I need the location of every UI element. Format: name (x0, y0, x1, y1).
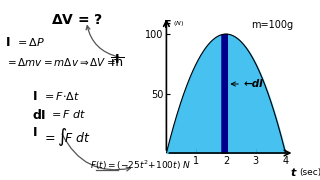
Text: F: F (164, 20, 172, 30)
Text: $\overline{\rm m}$: $\overline{\rm m}$ (110, 57, 124, 70)
Text: $_{(N)}$: $_{(N)}$ (173, 20, 184, 30)
FancyArrowPatch shape (86, 26, 119, 57)
Text: $\bf{I}$: $\bf{I}$ (32, 126, 37, 139)
Text: t: t (290, 168, 296, 178)
Text: $\bf{dI}$: $\bf{dI}$ (32, 108, 46, 122)
Text: ←dI: ←dI (231, 79, 264, 89)
Text: $\bf{I}$: $\bf{I}$ (114, 53, 119, 66)
Text: $= \Delta mv{=}m\Delta v \Rightarrow \Delta V{=}$: $= \Delta mv{=}m\Delta v \Rightarrow \De… (5, 56, 116, 68)
Text: $F(t){=}({-}25t^2{+}100t)\ N$: $F(t){=}({-}25t^2{+}100t)\ N$ (90, 159, 191, 172)
Text: $= F{\cdot}\Delta t$: $= F{\cdot}\Delta t$ (42, 90, 80, 102)
Text: $\bf{\Delta V}$ = ?: $\bf{\Delta V}$ = ? (51, 13, 103, 27)
Text: $\bf{I}$: $\bf{I}$ (5, 36, 10, 49)
Text: $= F\ dt$: $= F\ dt$ (49, 108, 86, 120)
Text: $=\Delta P$: $=\Delta P$ (15, 36, 45, 48)
Text: m=100g: m=100g (251, 20, 293, 30)
FancyArrowPatch shape (62, 134, 130, 171)
Text: (sec): (sec) (299, 168, 320, 177)
Text: $\bf{I}$: $\bf{I}$ (32, 90, 37, 103)
Text: $= \int\!F\ dt$: $= \int\!F\ dt$ (42, 126, 91, 148)
